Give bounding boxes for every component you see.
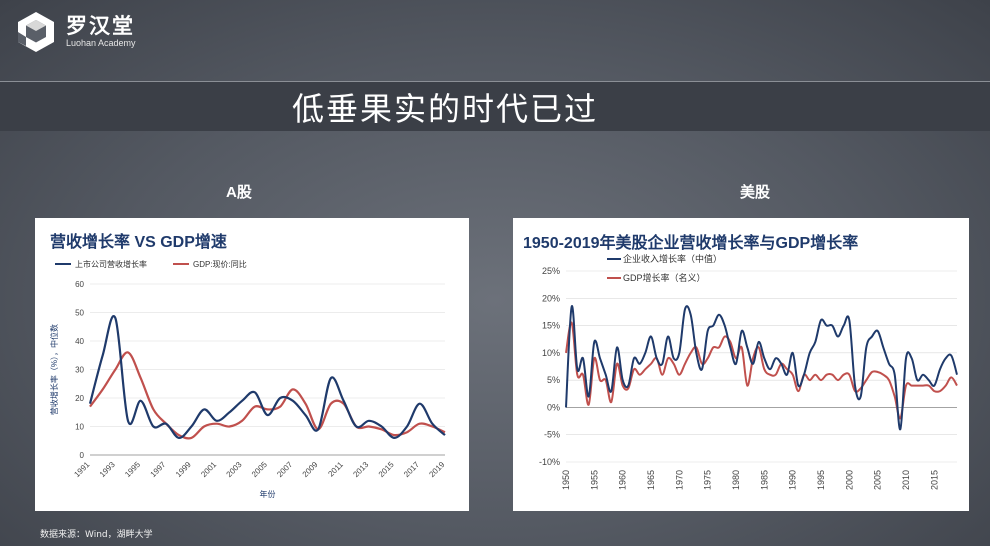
- x-tick-label: 1999: [174, 460, 193, 479]
- y-tick-label: -5%: [544, 430, 560, 440]
- x-tick-label: 2009: [301, 460, 320, 479]
- y-tick-label: 15%: [542, 321, 560, 331]
- series-line-gdp: [89, 351, 446, 440]
- x-tick-label: 1975: [703, 470, 713, 490]
- x-tick-label: 1980: [731, 470, 741, 490]
- x-tick-label: 2015: [377, 460, 396, 479]
- x-tick-label: 2015: [929, 470, 939, 490]
- x-axis-label: 年份: [260, 489, 276, 499]
- y-tick-label: 40: [75, 337, 84, 346]
- chart-us-stock: 1950-2019年美股企业营收增长率与GDP增长率 -10% -5% 0% 5% 10%…: [523, 233, 958, 490]
- legend-label: GDP:现价:同比: [193, 259, 247, 269]
- legend-label: 上市公司营收增长率: [75, 259, 147, 269]
- y-tick-label: 20: [75, 394, 84, 403]
- panel-label-a-share: A股: [226, 184, 252, 201]
- x-tick-label: 1995: [123, 460, 142, 479]
- chart-panel-a-share: 营收增长率 VS GDP增速上市公司营收增长率 GDP:现价:同比 0 10 20 30 4…: [35, 218, 469, 511]
- panel-label-us-stock: 美股: [740, 184, 771, 201]
- page-title: 低垂果实的时代已过: [292, 90, 599, 128]
- x-tick-label: 1970: [674, 470, 684, 490]
- y-tick-label: 0%: [547, 402, 560, 412]
- x-tick-label: 2007: [275, 460, 294, 479]
- luohan-logo-icon: [18, 12, 54, 52]
- y-tick-label: 5%: [547, 375, 560, 385]
- x-tick-label: 2019: [427, 460, 446, 479]
- y-axis-label: 营收增长率（%），中位数: [49, 324, 59, 415]
- y-tick-label: 50: [75, 309, 84, 318]
- y-tick-label: 10: [75, 423, 84, 432]
- x-tick-label: 1993: [98, 460, 117, 479]
- x-tick-label: 2013: [351, 460, 370, 479]
- x-tick-label: 2001: [199, 460, 218, 479]
- x-tick-label: 2011: [326, 460, 345, 479]
- y-tick-label: 0: [80, 451, 85, 460]
- brand-name: 罗汉堂: [66, 15, 135, 38]
- legend-label: 企业收入增长率（中值）: [623, 253, 722, 264]
- x-tick-label: 1950: [561, 470, 571, 490]
- x-tick-label: 1997: [149, 460, 168, 479]
- chart-panel-us-stock: 1950-2019年美股企业营收增长率与GDP增长率 -10% -5% 0% 5% 10%…: [513, 218, 969, 511]
- y-tick-label: 20%: [542, 293, 560, 303]
- chart-title: 1950-2019年美股企业营收增长率与GDP增长率: [523, 233, 858, 252]
- x-tick-label: 2005: [873, 470, 883, 490]
- y-tick-label: 60: [75, 280, 84, 289]
- chart-title: 营收增长率 VS GDP增速: [50, 232, 227, 251]
- x-tick-label: 1955: [589, 470, 599, 490]
- x-tick-label: 2005: [250, 460, 269, 479]
- y-tick-label: -10%: [539, 457, 560, 467]
- x-tick-label: 2010: [901, 470, 911, 490]
- title-band: [0, 81, 990, 131]
- series-line-revenue: [88, 314, 446, 440]
- x-tick-label: 1995: [816, 470, 826, 490]
- x-tick-label: 1985: [759, 470, 769, 490]
- x-tick-label: 2003: [225, 460, 244, 479]
- brand-name-en: Luohan Academy: [66, 38, 136, 48]
- x-tick-label: 1960: [618, 470, 628, 490]
- x-tick-label: 1990: [788, 470, 798, 490]
- y-tick-label: 10%: [542, 348, 560, 358]
- series-line-gdp: [565, 321, 958, 420]
- x-tick-label: 1965: [646, 470, 656, 490]
- x-tick-label: 1991: [72, 460, 91, 479]
- header-bar: 罗汉堂 Luohan Academy: [0, 0, 990, 80]
- series-line-revenue: [565, 305, 958, 431]
- legend-label: GDP增长率（名义）: [623, 272, 706, 283]
- source-note: 数据来源：Wind，湖畔大学: [40, 530, 153, 540]
- y-tick-label: 25%: [542, 266, 560, 276]
- x-tick-label: 2000: [844, 470, 854, 490]
- x-tick-label: 2017: [402, 460, 421, 479]
- y-tick-label: 30: [75, 366, 84, 375]
